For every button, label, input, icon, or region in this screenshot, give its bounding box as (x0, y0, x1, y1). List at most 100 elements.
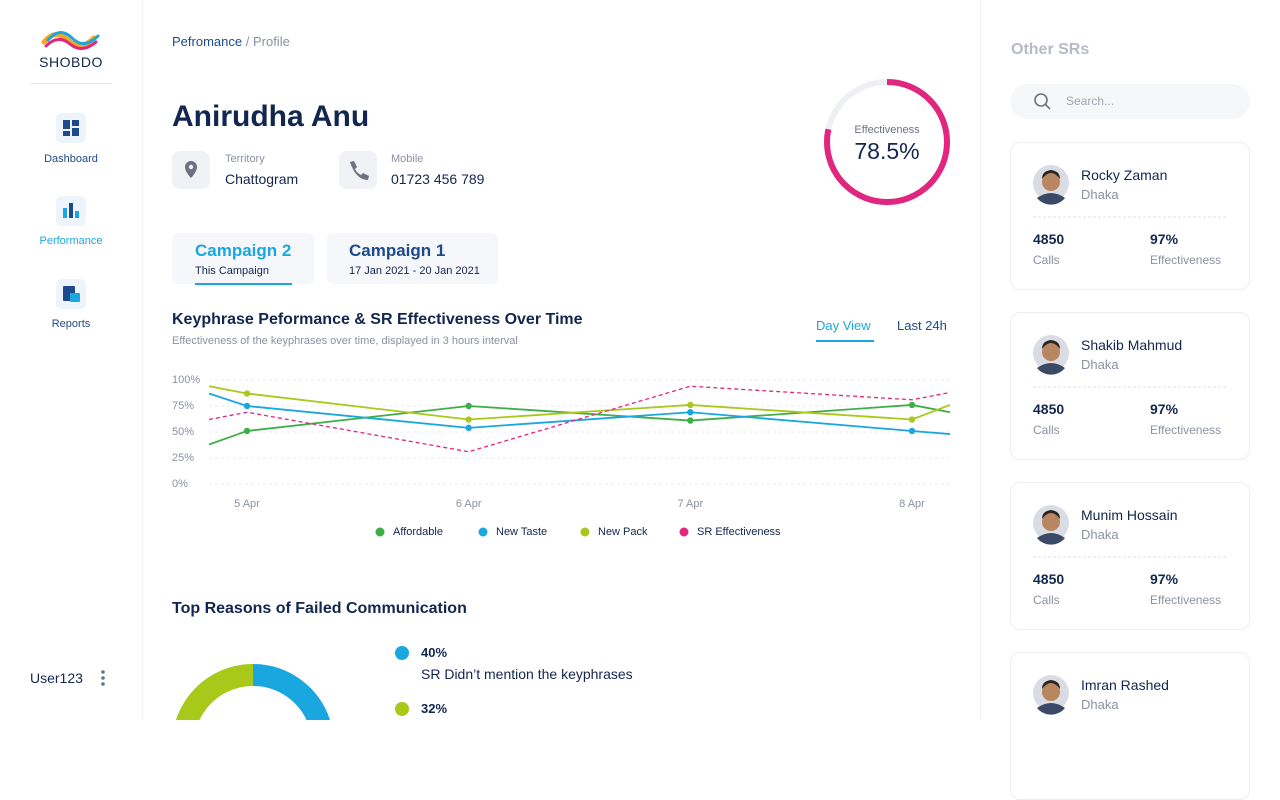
series-line (208, 404, 951, 446)
legend-label: New Taste (496, 526, 547, 538)
kebab[interactable] (101, 670, 105, 686)
reason-value: 32% (421, 701, 448, 716)
y-tick-label: 75% (172, 400, 194, 412)
info-icons (172, 151, 377, 189)
avatar-body (1037, 533, 1065, 545)
legend-dot (375, 527, 385, 537)
series-line (208, 385, 951, 453)
avatar-hair (1042, 680, 1060, 689)
series-marker (687, 417, 694, 424)
series-marker (465, 402, 472, 410)
sr-name: Rocky Zaman (1081, 167, 1168, 183)
legend-dot (679, 527, 689, 537)
sr-calls: 4850 (1033, 571, 1065, 587)
series-line (208, 392, 951, 435)
avatar-hair (1042, 510, 1060, 519)
y-tick-label: 0% (172, 478, 188, 490)
sr-effectiveness: 97% (1150, 231, 1179, 247)
tab-title[interactable]: Campaign 2 (195, 241, 292, 260)
series-marker (908, 416, 916, 423)
sr-effectiveness-label: Effectiveness (1150, 253, 1222, 267)
legend-dot (478, 527, 488, 537)
tab-title[interactable]: Campaign 1 (349, 241, 446, 260)
territory: Chattogram (225, 171, 299, 187)
breadcrumb-parent[interactable]: Pefromance (172, 34, 243, 49)
nav-label[interactable]: Reports (51, 318, 91, 330)
sr-calls-label: Calls (1033, 423, 1060, 437)
sr-card[interactable] (1010, 482, 1250, 630)
series-marker (465, 424, 472, 432)
legend-dot (580, 527, 590, 537)
series-marker (908, 427, 916, 435)
section-title: Top Reasons of Failed Communication (172, 600, 467, 617)
search-box[interactable] (1010, 84, 1250, 119)
sr-name: Shakib Mahmud (1081, 337, 1183, 353)
breadcrumb: Pefromance / Profile (172, 34, 290, 49)
breadcrumb-current: Profile (252, 34, 290, 49)
donut-segment (175, 664, 254, 720)
series-marker (687, 401, 694, 409)
legend-label: SR Effectiveness (697, 526, 781, 538)
brand: SHOBDO (39, 54, 103, 70)
sr-name: Munim Hossain (1081, 507, 1178, 523)
sr-calls: 4850 (1033, 401, 1065, 417)
user[interactable]: User123 (30, 670, 83, 686)
logo (41, 31, 100, 50)
x-tick-label: 8 Apr (899, 498, 925, 510)
series-marker (687, 409, 694, 416)
tabs (172, 233, 874, 342)
donut-segment (252, 664, 330, 720)
nav-label[interactable]: Performance (39, 235, 103, 247)
gauge-title: Effectiveness (854, 124, 920, 136)
sr-city: Dhaka (1081, 697, 1119, 712)
x-tick-label: 5 Apr (234, 498, 260, 510)
sr-card[interactable] (1010, 142, 1250, 290)
sr-effectiveness: 97% (1150, 401, 1179, 417)
series-line (208, 385, 951, 421)
nav-label[interactable]: Dashboard (44, 153, 98, 165)
avatar-body (1037, 703, 1065, 715)
search-placeholder[interactable]: Search... (1066, 94, 1115, 108)
series-marker (908, 401, 916, 409)
avatar-hair (1042, 170, 1060, 179)
avatar-face (1042, 343, 1060, 361)
mobile-label: Mobile (391, 153, 424, 165)
breadcrumb-separator: / (245, 34, 250, 49)
sr-city: Dhaka (1081, 187, 1119, 202)
legend-label: Affordable (393, 526, 443, 538)
sr-name: Imran Rashed (1081, 677, 1169, 693)
reason-value: 40% (421, 645, 448, 660)
avatar-face (1042, 683, 1060, 701)
sr-card[interactable] (1010, 652, 1250, 800)
nav-icons (56, 113, 86, 309)
reason-dot (395, 702, 409, 716)
sr-city: Dhaka (1081, 527, 1119, 542)
x-tick-label: 6 Apr (456, 498, 482, 510)
sr-effectiveness-label: Effectiveness (1150, 423, 1222, 437)
avatar-face (1042, 173, 1060, 191)
avatar-face (1042, 513, 1060, 531)
gauge-value: 78.5% (854, 138, 920, 164)
chart-subtitle: Effectiveness of the keyphrases over tim… (172, 335, 518, 347)
gauge-arc (824, 79, 950, 205)
view-toggle[interactable]: Last 24h (897, 318, 947, 333)
avatar-body (1037, 363, 1065, 375)
territory-label: Territory (225, 153, 265, 165)
series-marker (243, 390, 251, 397)
sr-card[interactable] (1010, 312, 1250, 460)
sr-city: Dhaka (1081, 357, 1119, 372)
legend-label: New Pack (598, 526, 648, 538)
reason-dot (395, 646, 409, 660)
y-tick-label: 25% (172, 452, 194, 464)
y-tick-label: 100% (172, 374, 200, 386)
chart-title: Keyphrase Peformance & SR Effectiveness … (172, 311, 583, 328)
series-marker (465, 416, 472, 423)
tab-subtitle: This Campaign (195, 265, 269, 277)
mobile: 01723 456 789 (391, 171, 485, 187)
view-toggle[interactable]: Day View (816, 318, 871, 333)
avatar-body (1037, 193, 1065, 205)
sr-effectiveness: 97% (1150, 571, 1179, 587)
logo-divider (30, 83, 112, 84)
sr-calls-label: Calls (1033, 593, 1060, 607)
profile-name: Anirudha Anu (172, 100, 370, 133)
